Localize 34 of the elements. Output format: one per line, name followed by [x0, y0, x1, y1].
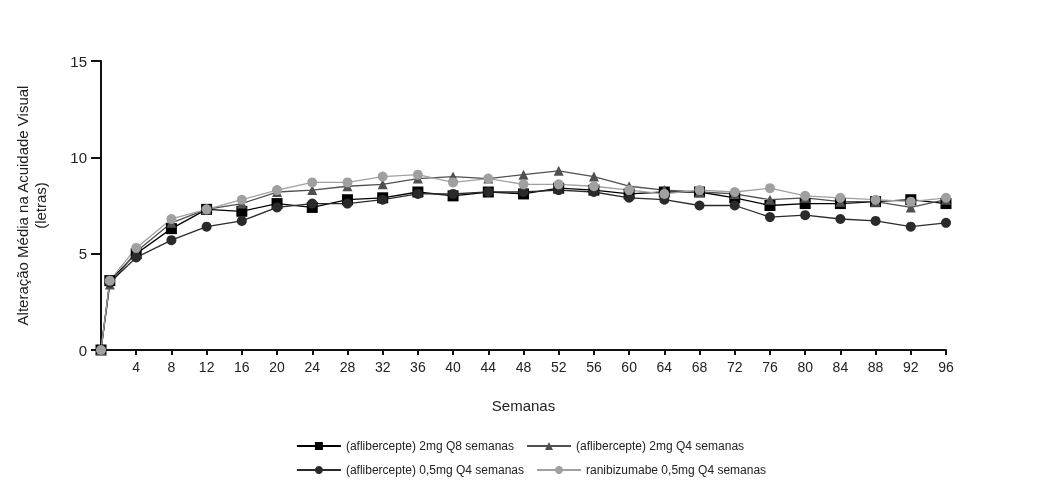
x-tick-label: 12 — [198, 359, 215, 375]
x-tick-label: 24 — [304, 359, 321, 375]
legend-label: (aflibercepte) 2mg Q8 semanas — [345, 439, 514, 453]
x-tick-label: 28 — [339, 359, 356, 375]
x-tick-label: 32 — [374, 359, 391, 375]
x-tick-label: 44 — [480, 359, 497, 375]
x-tick-label: 76 — [762, 359, 778, 375]
x-tick-label: 52 — [550, 359, 567, 375]
x-tick-label: 48 — [515, 359, 532, 375]
x-tick-label: 56 — [586, 359, 602, 375]
x-tick-label: 96 — [938, 359, 954, 375]
x-tick-label: 92 — [903, 359, 919, 375]
x-axis-title: Semanas — [491, 397, 556, 414]
x-tick-label: 16 — [234, 359, 250, 375]
x-tick-label: 36 — [410, 359, 426, 375]
legend-label: (aflibercepte) 0,5mg Q4 semanas — [345, 463, 524, 477]
x-tick-label: 88 — [867, 359, 884, 375]
x-tick-label: 20 — [269, 359, 286, 375]
x-tick-label: 8 — [167, 359, 176, 375]
y-tick-label: 10 — [70, 148, 87, 166]
y-tick-label: 0 — [78, 341, 87, 359]
y-axis-title: Alteração Média na Acuidade Visual (letras) — [13, 85, 49, 326]
x-tick-label: 40 — [445, 359, 462, 375]
x-tick-label: 60 — [621, 359, 638, 375]
x-tick-label: 80 — [797, 359, 814, 375]
legend-label: ranibizumabe 0,5mg Q4 semanas — [586, 463, 767, 477]
legend-label: (aflibercepte) 2mg Q4 semanas — [575, 439, 745, 453]
x-tick-label: 72 — [726, 359, 743, 375]
y-tick-label: 15 — [70, 52, 87, 70]
x-tick-label: 68 — [691, 359, 708, 375]
y-tick-label: 5 — [78, 245, 87, 263]
x-tick-label: 84 — [832, 359, 849, 375]
x-tick-label: 4 — [132, 359, 141, 375]
x-tick-label: 64 — [656, 359, 673, 375]
